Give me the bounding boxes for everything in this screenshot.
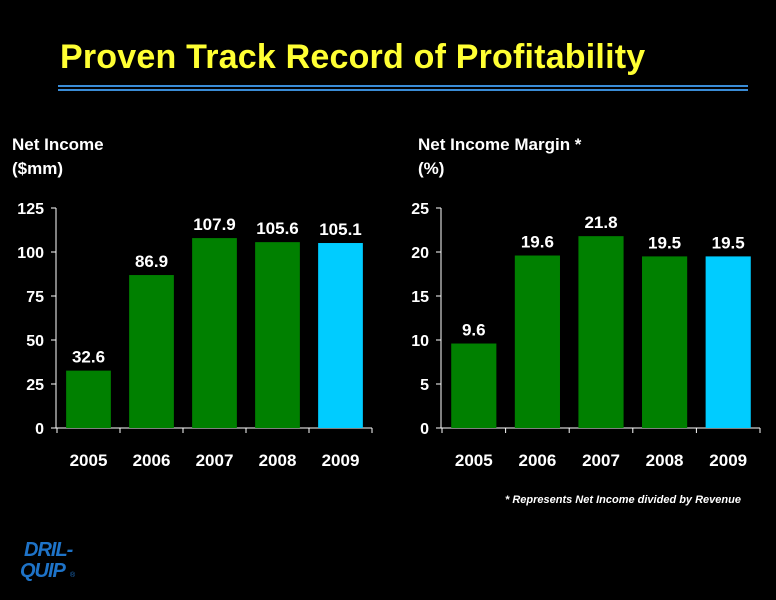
margin-bar-2008 (642, 256, 688, 428)
margin-y-tick-label: 20 (411, 245, 429, 262)
net-income-y-tick-label: 25 (26, 377, 44, 394)
margin-data-label-2007: 21.8 (584, 213, 617, 232)
margin-y-tick-label: 15 (411, 289, 429, 306)
slide-title: Proven Track Record of Profitability (60, 38, 646, 76)
margin-data-label-2008: 19.5 (648, 233, 681, 252)
margin-data-label-2006: 19.6 (521, 233, 554, 252)
net-income-title-line2: ($mm) (12, 159, 64, 178)
net-income-margin-chart-title: Net Income Margin * (%) (418, 133, 581, 181)
margin-x-tick-label-2008: 2008 (646, 451, 684, 470)
net-income-y-tick-label: 50 (26, 333, 44, 350)
title-rule-bottom (58, 89, 748, 91)
net-income-y-tick-label: 75 (26, 289, 44, 306)
margin-title-line2: (%) (418, 159, 445, 178)
net-income-x-tick-label-2005: 2005 (70, 451, 108, 470)
margin-title-line1: Net Income Margin * (418, 135, 582, 154)
net-income-y-tick-label: 125 (17, 201, 44, 218)
net-income-x-tick-label-2007: 2007 (196, 451, 234, 470)
net-income-x-tick-label-2009: 2009 (322, 451, 360, 470)
net-income-bar-2009 (318, 243, 363, 428)
svg-text:®: ® (70, 571, 76, 579)
net-income-data-label-2006: 86.9 (135, 252, 168, 271)
title-rule-top (58, 85, 748, 87)
net-income-bar-2008 (255, 242, 300, 428)
net-income-x-tick-label-2008: 2008 (259, 451, 297, 470)
margin-x-tick-label-2007: 2007 (582, 451, 620, 470)
net-income-y-tick-label: 100 (17, 245, 44, 262)
net-income-bar-2007 (192, 238, 237, 428)
margin-bar-2005 (451, 343, 497, 428)
net-income-data-label-2009: 105.1 (319, 220, 362, 239)
svg-text:DRIL-: DRIL- (24, 539, 74, 561)
net-income-data-label-2008: 105.6 (256, 219, 299, 238)
net-income-x-tick-label-2006: 2006 (133, 451, 171, 470)
net-income-bar-2006 (129, 275, 174, 428)
margin-bar-2006 (514, 255, 560, 428)
net-income-y-tick-label: 0 (35, 421, 44, 438)
net-income-data-label-2007: 107.9 (193, 215, 236, 234)
margin-bar-2009 (705, 256, 751, 428)
margin-data-label-2009: 19.5 (712, 233, 745, 252)
margin-x-tick-label-2005: 2005 (455, 451, 493, 470)
net-income-title-line1: Net Income (12, 135, 104, 154)
net-income-chart-title: Net Income ($mm) (12, 133, 104, 181)
margin-y-tick-label: 25 (411, 201, 429, 218)
margin-x-tick-label-2006: 2006 (518, 451, 556, 470)
margin-y-tick-label: 5 (420, 377, 429, 394)
margin-x-tick-label-2009: 2009 (709, 451, 747, 470)
margin-bar-2007 (578, 236, 624, 428)
margin-y-tick-label: 10 (411, 333, 429, 350)
dril-quip-logo: DRIL- QUIP ® (20, 539, 76, 582)
net-income-data-label-2005: 32.6 (72, 348, 105, 367)
footnote: * Represents Net Income divided by Reven… (505, 494, 741, 506)
margin-data-label-2005: 9.6 (462, 321, 486, 340)
margin-y-tick-label: 0 (420, 421, 429, 438)
svg-text:QUIP: QUIP (20, 560, 67, 582)
net-income-bar-2005 (66, 370, 111, 428)
